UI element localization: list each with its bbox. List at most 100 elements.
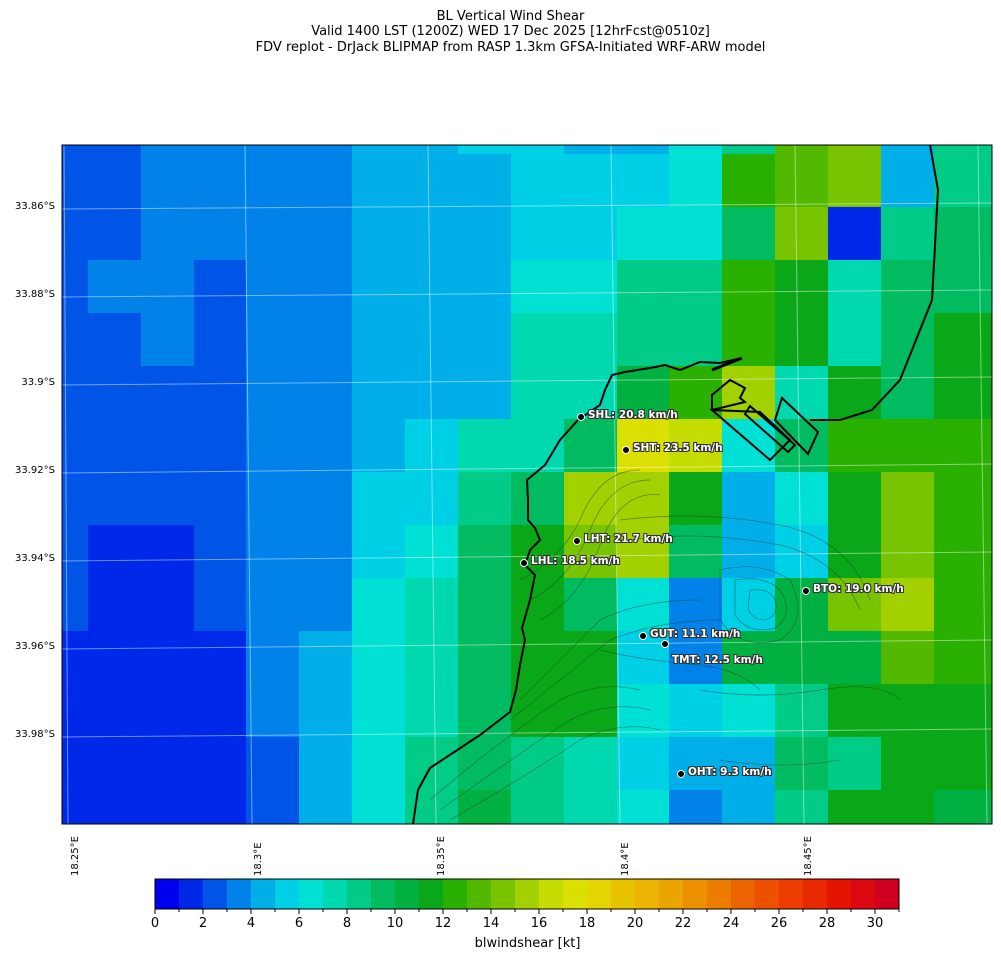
colorbar-swatch: [707, 879, 732, 909]
heatmap-cell: [511, 684, 565, 738]
heatmap-cell: [194, 313, 247, 367]
heatmap-cell: [246, 684, 300, 738]
y-tick-label: 33.96°S: [15, 641, 55, 652]
colorbar-swatch: [587, 879, 612, 909]
heatmap-cell: [246, 631, 300, 685]
heatmap-cell: [246, 737, 300, 791]
heatmap-cell: [88, 313, 142, 367]
heatmap-cell: [934, 578, 993, 632]
heatmap-cell: [775, 631, 829, 685]
heatmap-cell: [88, 419, 142, 473]
heatmap-cell: [352, 145, 406, 155]
heatmap-cell: [299, 472, 353, 526]
heatmap-cell: [511, 145, 565, 155]
heatmap-cell: [934, 145, 993, 155]
station-marker-shl[interactable]: [577, 413, 585, 421]
colorbar-tick-label: 14: [482, 916, 500, 931]
heatmap-cell: [828, 207, 882, 261]
heatmap-cell: [564, 684, 618, 738]
heatmap-cell: [405, 366, 459, 420]
station-marker-bto[interactable]: [802, 587, 810, 595]
heatmap-cell: [934, 684, 993, 738]
heatmap-cell: [141, 366, 195, 420]
heatmap-cell: [141, 578, 195, 632]
heatmap-cell: [669, 684, 723, 738]
heatmap-cell: [881, 419, 935, 473]
heatmap-cell: [405, 260, 459, 314]
heatmap-cell: [722, 790, 776, 825]
heatmap-cell: [511, 366, 565, 420]
heatmap-cell: [88, 154, 142, 208]
heatmap-cell: [669, 145, 723, 155]
heatmap-cell: [828, 260, 882, 314]
station-marker-lhl[interactable]: [520, 559, 528, 567]
heatmap-cell: [458, 631, 512, 685]
heatmap-cell: [352, 525, 406, 579]
heatmap-cell: [62, 472, 89, 526]
heatmap-cell: [141, 419, 195, 473]
heatmap-cell: [62, 145, 89, 155]
y-tick-label: 33.92°S: [15, 465, 55, 476]
heatmap-cell: [88, 684, 142, 738]
y-tick-label: 33.86°S: [15, 201, 55, 212]
heatmap-cell: [881, 207, 935, 261]
colorbar-tick-label: 22: [674, 916, 692, 931]
station-label-oht: OHT: 9.3 km/h: [688, 766, 772, 778]
heatmap-cell: [881, 578, 935, 632]
heatmap-cell: [194, 525, 247, 579]
heatmap-cell: [564, 313, 618, 367]
heatmap-cell: [458, 684, 512, 738]
heatmap-cell: [246, 154, 300, 208]
heatmap-cell: [194, 207, 247, 261]
colorbar-swatch: [731, 879, 756, 909]
heatmap-cell: [934, 472, 993, 526]
colorbar-tick-label: 28: [818, 916, 836, 931]
heatmap-cell: [881, 145, 935, 155]
heatmap-cell: [775, 154, 829, 208]
heatmap-cell: [405, 472, 459, 526]
heatmap-cell: [62, 525, 89, 579]
heatmap-cell: [511, 260, 565, 314]
heatmap-cell: [828, 578, 882, 632]
heatmap-cell: [775, 737, 829, 791]
heatmap-cell: [722, 631, 776, 685]
colorbar-swatch: [827, 879, 852, 909]
heatmap-cell: [88, 578, 142, 632]
heatmap-cell: [934, 260, 993, 314]
heatmap-cell: [352, 207, 406, 261]
heatmap-cell: [88, 631, 142, 685]
colorbar-swatch: [635, 879, 660, 909]
station-marker-gut[interactable]: [639, 632, 647, 640]
heatmap-cell: [88, 207, 142, 261]
heatmap-cell: [141, 313, 195, 367]
colorbar-swatch: [275, 879, 300, 909]
heatmap-cell: [511, 737, 565, 791]
heatmap-cell: [722, 684, 776, 738]
heatmap-cell: [617, 525, 670, 579]
heatmap-cell: [299, 737, 353, 791]
contour-lines: [429, 469, 901, 821]
heatmap-cell: [352, 260, 406, 314]
heatmap-cell: [934, 790, 993, 825]
heatmap-cell: [194, 145, 247, 155]
heatmap-cell: [352, 790, 406, 825]
heatmap-cell: [141, 684, 195, 738]
heatmap-cell: [141, 154, 195, 208]
heatmap-cell: [194, 260, 247, 314]
station-marker-sht[interactable]: [622, 446, 630, 454]
heatmap-cell: [775, 684, 829, 738]
heatmap-cell: [405, 154, 459, 208]
chart-title: BL Vertical Wind Shear: [436, 9, 585, 24]
heatmap-cell: [617, 366, 670, 420]
heatmap-cell: [405, 684, 459, 738]
heatmap-cell: [458, 207, 512, 261]
station-marker-tmt[interactable]: [661, 640, 669, 648]
heatmap-cell: [564, 737, 618, 791]
colorbar-swatch: [779, 879, 804, 909]
colorbar-tick-label: 8: [342, 916, 352, 931]
heatmap-cell: [141, 737, 195, 791]
heatmap-cell: [405, 578, 459, 632]
station-marker-lht[interactable]: [573, 537, 581, 545]
heatmap-cell: [934, 525, 993, 579]
station-marker-oht[interactable]: [677, 770, 685, 778]
